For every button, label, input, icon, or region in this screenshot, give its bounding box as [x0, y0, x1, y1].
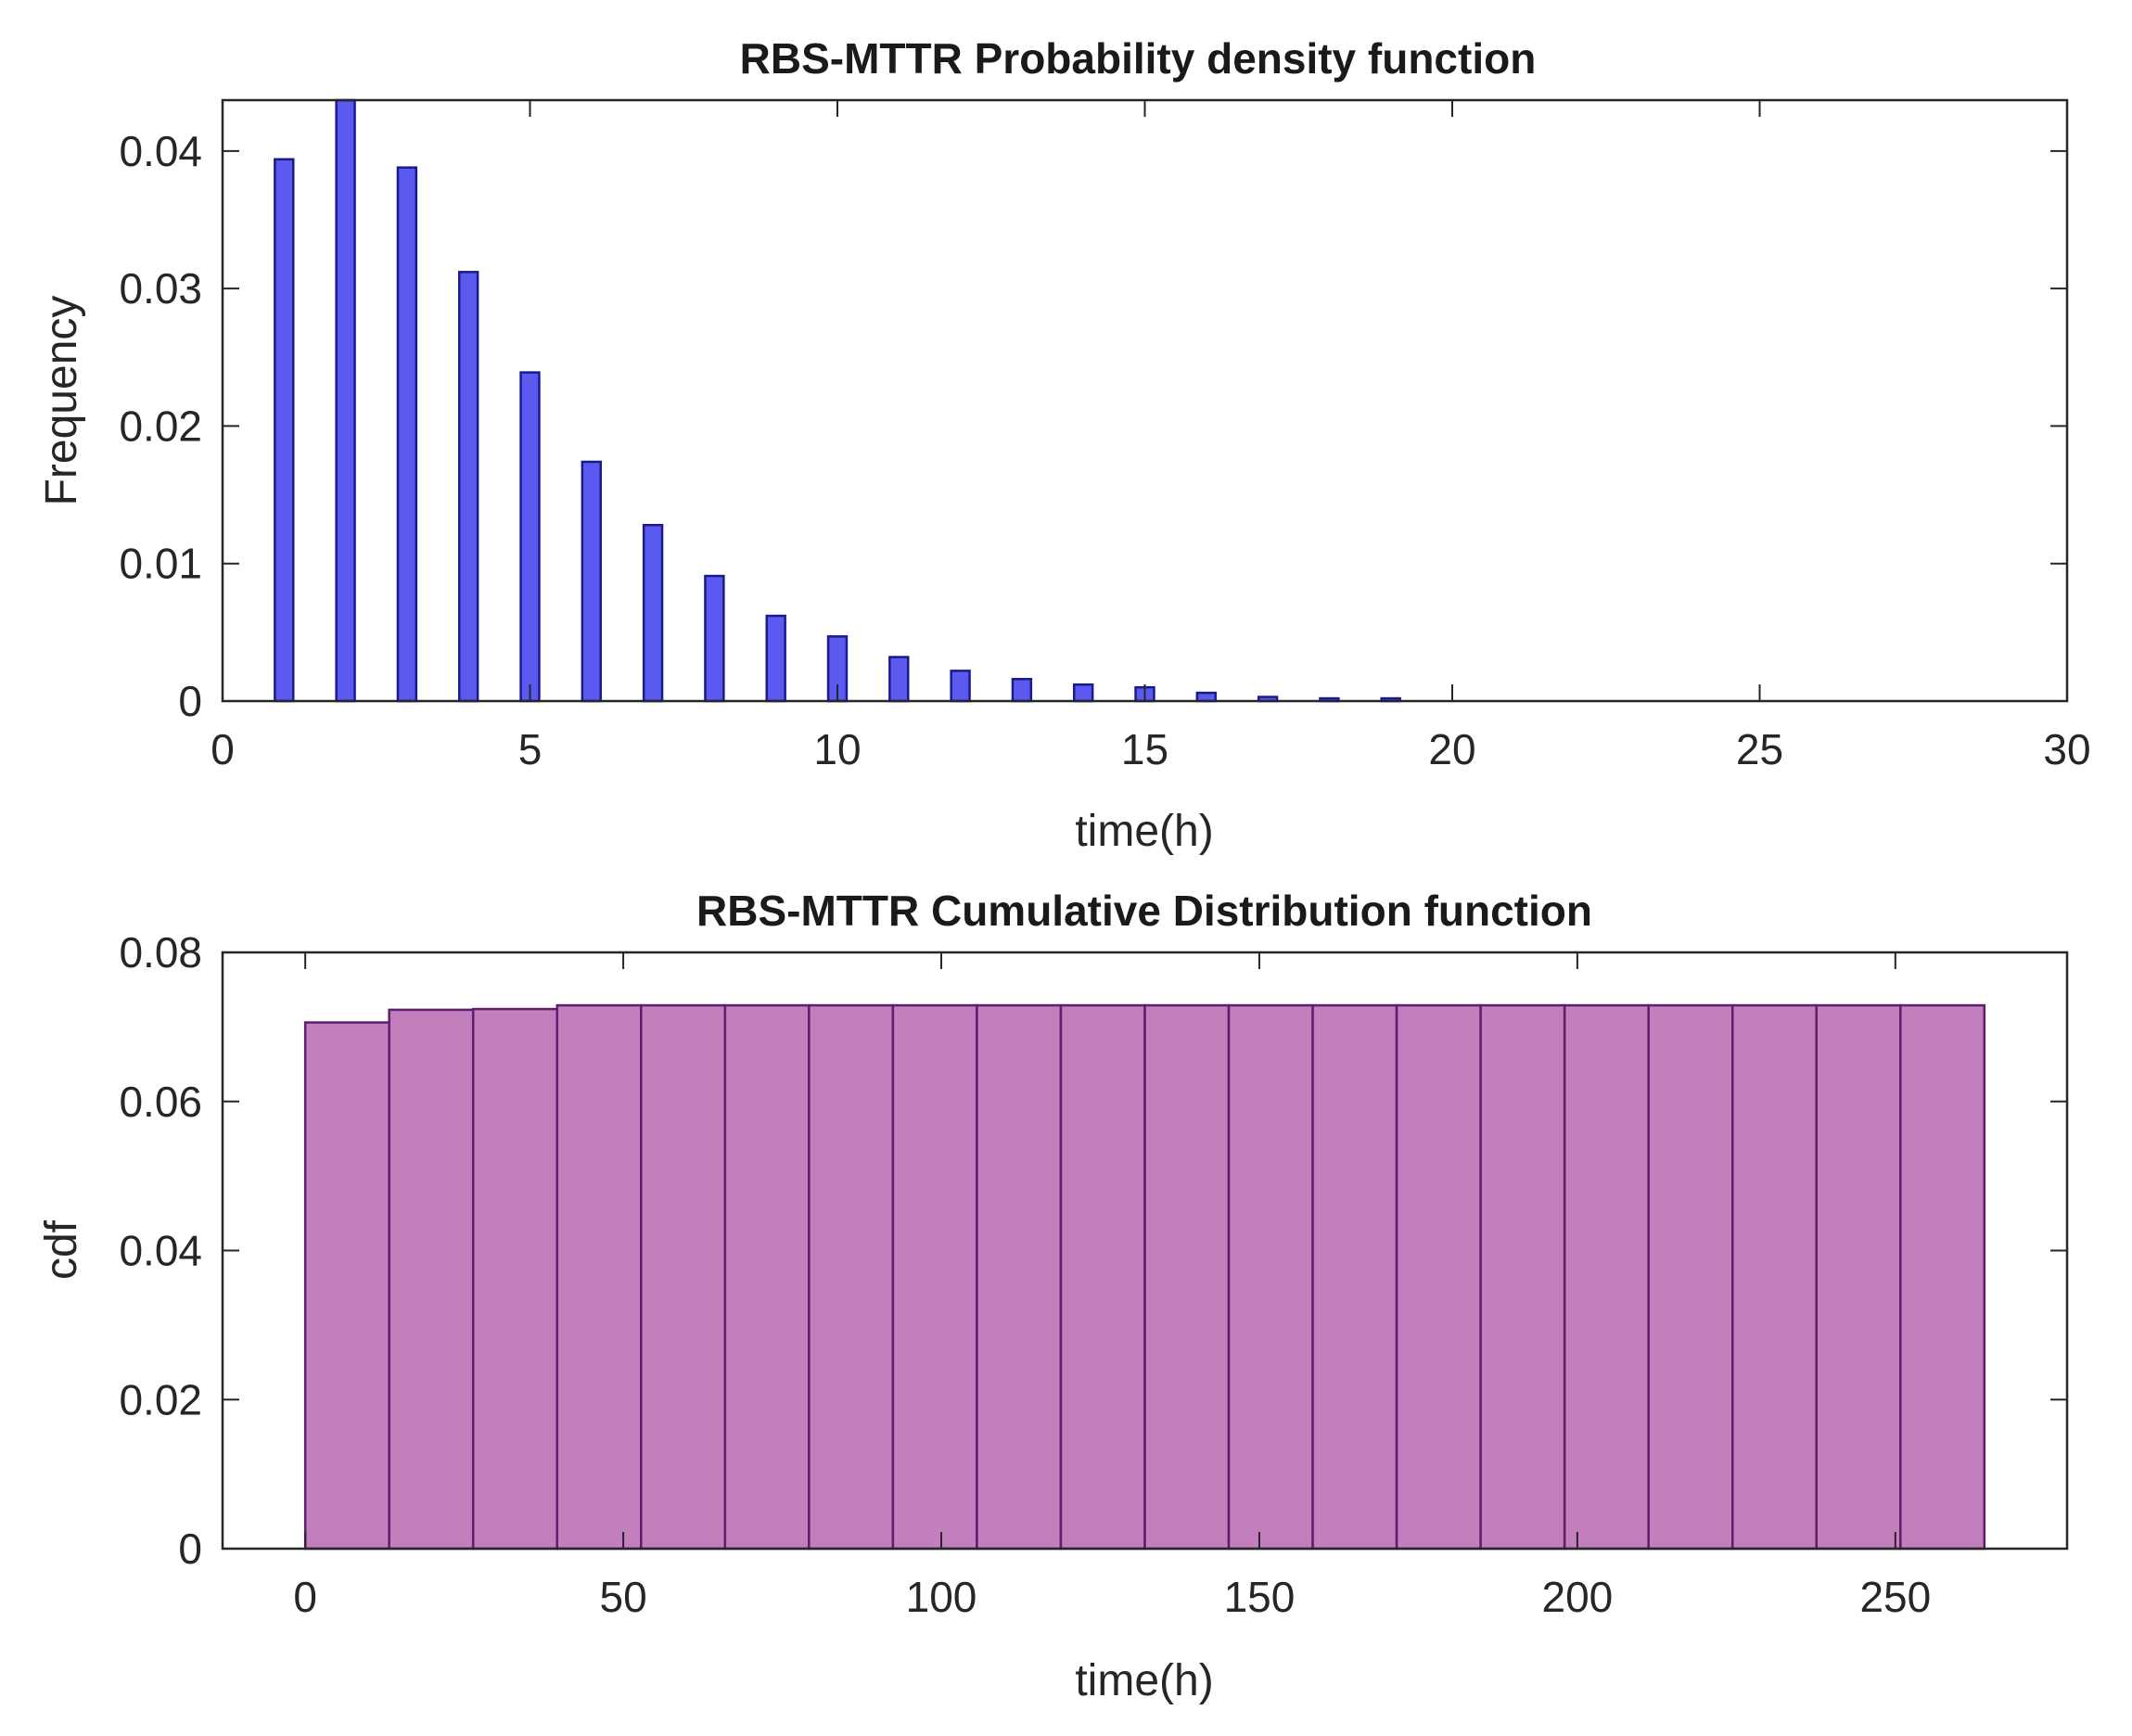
cdf-bar	[891, 1003, 978, 1551]
pdf-y-tick-label: 0.01	[119, 540, 202, 588]
cdf-bar	[1563, 1003, 1650, 1551]
cdf-bar	[471, 1007, 559, 1551]
pdf-bar	[1073, 683, 1094, 703]
cdf-y-tick-label: 0.04	[119, 1227, 202, 1275]
cdf-y-tick-label: 0.02	[119, 1375, 202, 1423]
cdf-chart: RBS-MTTR Cumulative Distribution functio…	[37, 887, 2069, 1705]
cdf-bar	[1815, 1003, 1902, 1551]
pdf-x-tick-label: 20	[1428, 725, 1475, 773]
pdf-x-tick-label: 15	[1121, 725, 1168, 773]
pdf-x-tick-label: 25	[1736, 725, 1783, 773]
cdf-x-tick-label: 50	[600, 1573, 647, 1621]
cdf-bar	[1311, 1003, 1398, 1551]
pdf-bar	[274, 158, 295, 703]
pdf-bar	[396, 166, 418, 703]
cdf-bar	[976, 1003, 1063, 1551]
pdf-y-tick-label: 0.03	[119, 264, 202, 313]
cdf-x-axis-label: time(h)	[1075, 1656, 1213, 1705]
pdf-x-tick-label: 0	[211, 725, 235, 773]
pdf-bars	[274, 98, 1401, 703]
cdf-x-tick-label: 100	[906, 1573, 977, 1621]
cdf-bar	[1059, 1003, 1146, 1551]
pdf-bar	[765, 614, 786, 703]
pdf-chart: RBS-MTTR Probability density function 0 5…	[37, 34, 2091, 856]
pdf-bar	[335, 98, 356, 703]
pdf-y-tick-label: 0.02	[119, 402, 202, 450]
cdf-bar	[388, 1008, 475, 1551]
cdf-bar	[1730, 1003, 1819, 1551]
pdf-y-axis-label: Frequency	[37, 296, 86, 506]
pdf-bar	[642, 523, 664, 703]
cdf-bar	[808, 1003, 895, 1551]
cdf-bar	[1143, 1003, 1231, 1551]
cdf-bar	[555, 1003, 643, 1551]
cdf-chart-title: RBS-MTTR Cumulative Distribution functio…	[696, 887, 1592, 935]
pdf-bar	[1011, 678, 1033, 703]
cdf-bar	[303, 1021, 390, 1551]
cdf-y-tick-label: 0.08	[119, 928, 202, 976]
pdf-x-tick-label: 30	[2043, 725, 2090, 773]
cdf-x-tick-label: 250	[1859, 1573, 1931, 1621]
cdf-x-tick-label: 200	[1542, 1573, 1614, 1621]
cdf-bar	[640, 1003, 727, 1551]
pdf-y-tick-label: 0.04	[119, 127, 202, 175]
pdf-chart-title: RBS-MTTR Probability density function	[740, 34, 1537, 83]
cdf-bar	[1647, 1003, 1734, 1551]
cdf-bar	[1899, 1003, 1986, 1551]
cdf-bars	[303, 1003, 1986, 1551]
cdf-y-tick-label: 0.06	[119, 1078, 202, 1126]
pdf-bar	[704, 574, 725, 703]
cdf-bar	[723, 1003, 811, 1551]
cdf-bar	[1479, 1003, 1566, 1551]
pdf-y-tick-label: 0	[178, 677, 202, 725]
pdf-bar	[581, 460, 602, 703]
pdf-x-tick-label: 10	[813, 725, 861, 773]
cdf-x-tick-label: 150	[1224, 1573, 1296, 1621]
cdf-y-tick-label: 0	[178, 1525, 202, 1573]
cdf-ticks: 0 50 100 150 200 250 0 0.02 0.04 0.06 0.08	[119, 928, 2067, 1621]
pdf-ticks: 0 5 10 15 20 25 30 0 0.01 0.02 0.03 0.04	[119, 100, 2091, 773]
cdf-x-tick-label: 0	[293, 1573, 317, 1621]
pdf-bar	[458, 271, 479, 703]
pdf-bar	[950, 670, 971, 703]
cdf-bar	[1227, 1003, 1314, 1551]
pdf-bar	[1195, 691, 1217, 703]
pdf-bar	[888, 656, 910, 703]
pdf-axes-box	[221, 98, 2069, 703]
pdf-x-tick-label: 5	[518, 725, 543, 773]
cdf-y-axis-label: cdf	[37, 1219, 86, 1280]
cdf-bar	[1395, 1003, 1482, 1551]
pdf-x-axis-label: time(h)	[1075, 807, 1213, 856]
pdf-bar	[519, 371, 541, 703]
